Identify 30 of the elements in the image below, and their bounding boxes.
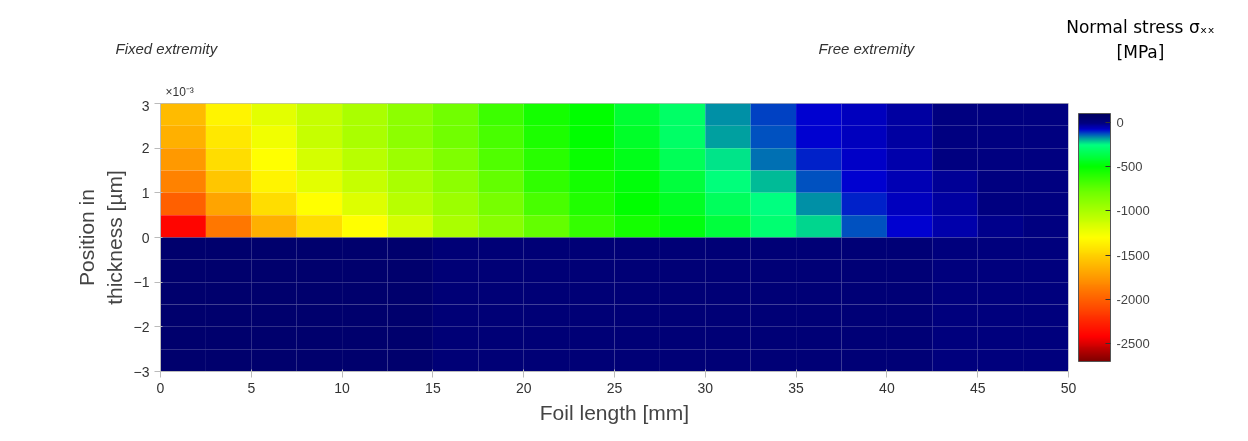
- y-axis-title: Position in thickness [µm]: [74, 170, 126, 305]
- y-tick-label: 3: [141, 97, 150, 114]
- y-tick-label: 1: [141, 184, 150, 201]
- x-tick-label: 20: [515, 379, 532, 396]
- color-bar-label: -1500: [1116, 247, 1150, 263]
- x-tick-label: 10: [334, 379, 351, 396]
- text: Free extremity: [818, 39, 916, 57]
- x-axis-title: Foil length [mm]: [539, 400, 690, 424]
- x-tick-label: 15: [425, 379, 441, 396]
- color-bar-label: -500: [1116, 159, 1143, 175]
- x-tick-label: 50: [1060, 379, 1077, 396]
- color-bar-title: Normal stress σₓₓ [MPa]: [1066, 16, 1215, 62]
- x-tick-label: 40: [879, 379, 895, 396]
- x-tick-label: 25: [606, 379, 623, 396]
- y-tick-label: −3: [133, 363, 150, 380]
- color-bar-label: -1000: [1116, 203, 1150, 219]
- y-tick-label: 0: [141, 229, 150, 246]
- y-tick-label: 2: [141, 140, 150, 157]
- y-tick-label: −2: [133, 318, 150, 335]
- x-tick-label: 0: [156, 379, 165, 396]
- color-bar-label: 0: [1116, 114, 1124, 130]
- y-tick-label: −1: [133, 274, 150, 291]
- x-tick-label: 45: [969, 379, 986, 396]
- x-tick-label: 5: [247, 379, 256, 396]
- text: Fixed extremity: [115, 39, 219, 57]
- color-bar-label: -2000: [1116, 292, 1150, 307]
- color-bar-label: -2500: [1116, 336, 1150, 352]
- x-tick-label: 30: [697, 379, 714, 396]
- text: ×10⁻³: [165, 84, 194, 99]
- x-tick-label: 35: [788, 379, 805, 396]
